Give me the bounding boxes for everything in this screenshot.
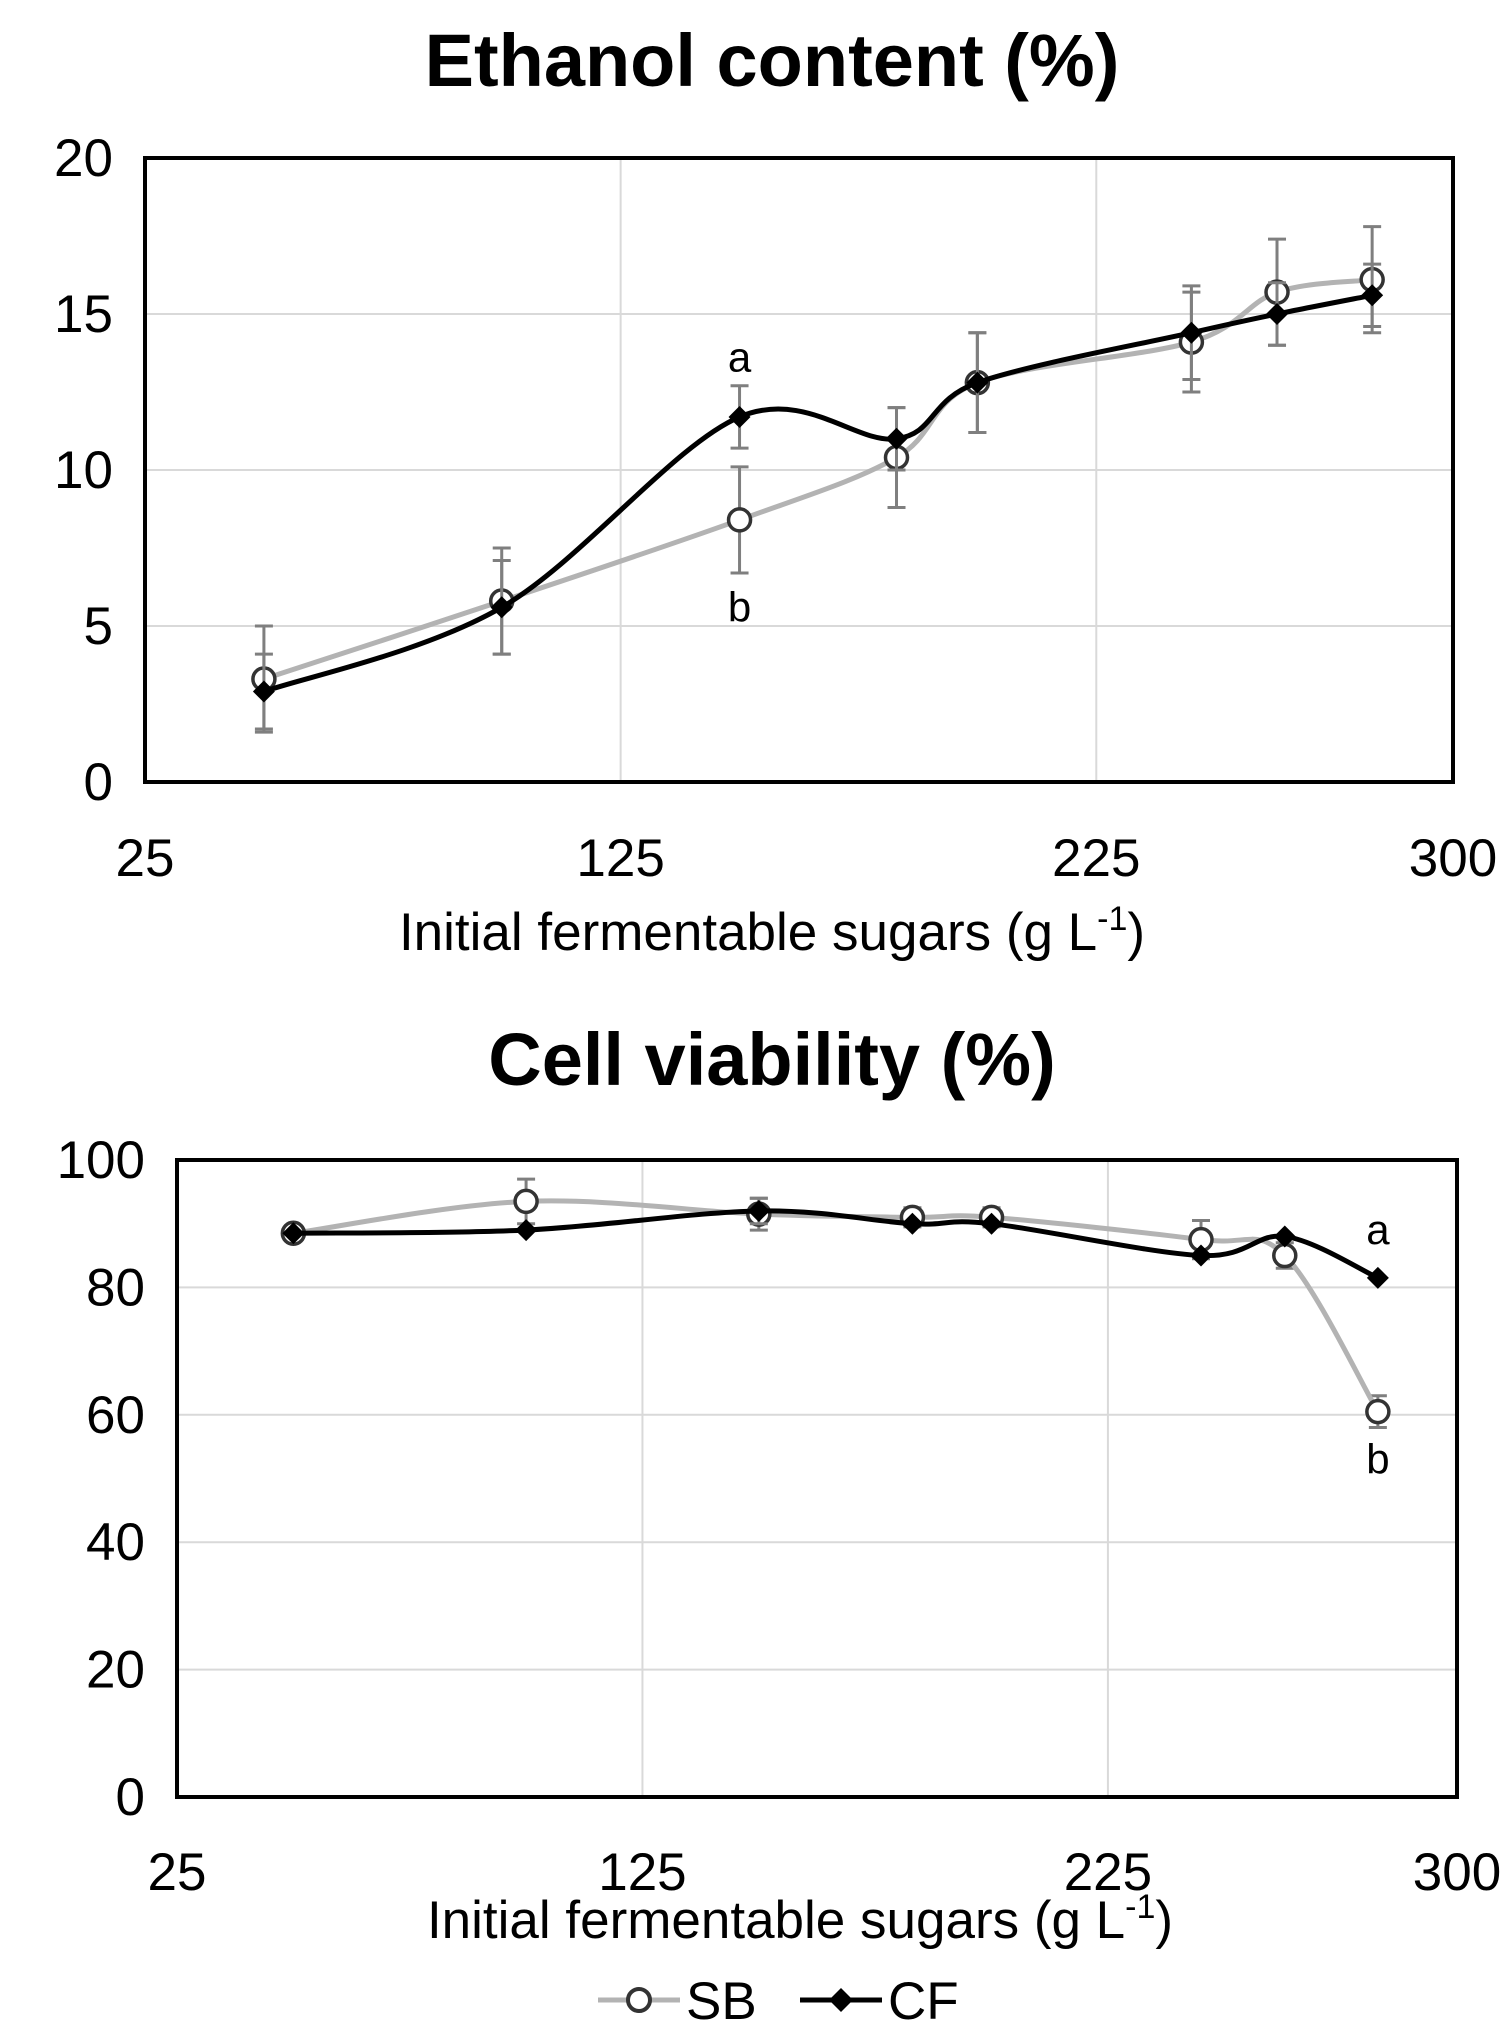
- y-tick-label: 80: [86, 1258, 145, 1317]
- x-axis-label-sup: -1: [1125, 1888, 1155, 1926]
- series-line-cf: [293, 1208, 1379, 1281]
- y-tick-label: 60: [86, 1386, 145, 1445]
- y-tick-label: 0: [116, 1768, 145, 1827]
- x-axis-label-text: Initial fermentable sugars (g L: [399, 903, 1097, 962]
- y-tick-label: 40: [86, 1513, 145, 1572]
- significance-label: b: [728, 583, 751, 630]
- series-cf: [252, 262, 1384, 731]
- data-point-cf: [1366, 1266, 1389, 1289]
- legend-cf-label: CF: [888, 1972, 959, 2031]
- series-cf: [282, 1196, 1389, 1289]
- data-point-cf: [1180, 321, 1203, 344]
- viability-chart: Cell viability (%) 0 20 40 60 80 100 25 125 225…: [57, 1018, 1502, 1950]
- plot-frame: [143, 156, 1455, 784]
- x-tick-label: 300: [1413, 1843, 1501, 1902]
- data-point-cf: [282, 1222, 305, 1245]
- x-tick-labels: 25 125 225 300: [116, 829, 1498, 888]
- data-point-cf: [252, 680, 275, 703]
- series-layer: [280, 1177, 1391, 1430]
- x-axis-label-close: ): [1155, 1891, 1173, 1950]
- data-point-cf: [901, 1212, 924, 1235]
- significance-label: a: [728, 334, 752, 381]
- grid-lines: [176, 1159, 1458, 1798]
- x-tick-label: 300: [1409, 829, 1497, 888]
- y-tick-label: 10: [54, 441, 113, 500]
- y-tick-labels: 0 20 40 60 80 100: [57, 1131, 145, 1827]
- y-tick-labels: 0 5 10 15 20: [54, 129, 113, 812]
- data-point-cf: [1361, 284, 1384, 307]
- x-tick-label: 225: [1052, 829, 1140, 888]
- significance-label: a: [1366, 1206, 1390, 1253]
- data-point-sb: [726, 507, 753, 533]
- legend-sb-label: SB: [686, 1972, 757, 2031]
- data-point-cf: [885, 427, 908, 450]
- ethanol-chart: Ethanol content (%) 0 5 10 15 20 25 125 225 300…: [54, 19, 1497, 962]
- y-tick-label: 5: [84, 597, 113, 656]
- x-tick-label: 125: [598, 1843, 686, 1902]
- data-point-sb: [513, 1188, 539, 1215]
- x-tick-labels: 25 125 225 300: [148, 1843, 1502, 1902]
- annotations: ab: [1366, 1206, 1390, 1482]
- series-layer: [251, 225, 1385, 734]
- x-tick-label: 25: [148, 1843, 207, 1902]
- x-axis-label: Initial fermentable sugars (g L-1): [399, 900, 1145, 962]
- data-point-sb: [1365, 1398, 1391, 1425]
- x-axis-label-close: ): [1127, 903, 1145, 962]
- legend-cf-marker: [829, 1988, 853, 2012]
- x-axis-label: Initial fermentable sugars (g L-1): [427, 1888, 1173, 1950]
- chart-title: Cell viability (%): [488, 1018, 1055, 1101]
- data-point-cf: [747, 1199, 770, 1222]
- x-axis-label-text: Initial fermentable sugars (g L: [427, 1891, 1125, 1950]
- data-point-cf: [966, 371, 989, 394]
- y-tick-label: 0: [84, 753, 113, 812]
- grid-lines: [144, 157, 1454, 783]
- x-tick-label: 25: [116, 829, 175, 888]
- annotations: ab: [728, 334, 752, 631]
- y-tick-label: 20: [54, 129, 113, 188]
- data-point-cf: [728, 405, 751, 428]
- y-tick-label: 100: [57, 1131, 145, 1190]
- data-point-cf: [515, 1219, 538, 1242]
- x-tick-label: 125: [576, 829, 664, 888]
- data-point-cf: [1266, 303, 1289, 325]
- legend-sb-marker: [626, 1987, 652, 2013]
- y-tick-label: 20: [86, 1641, 145, 1700]
- y-tick-label: 15: [54, 285, 113, 344]
- data-point-cf: [1190, 1244, 1212, 1267]
- chart-title: Ethanol content (%): [425, 19, 1120, 102]
- plot-frame: [175, 1158, 1459, 1799]
- x-tick-label: 225: [1064, 1843, 1152, 1902]
- data-point-sb: [1272, 1242, 1298, 1269]
- series-sb: [251, 225, 1385, 734]
- legend: SB CF: [598, 1972, 959, 2031]
- data-point-cf: [980, 1212, 1003, 1235]
- series-line-sb: [263, 277, 1373, 682]
- data-point-cf: [1273, 1225, 1296, 1248]
- data-point-cf: [490, 596, 513, 619]
- significance-label: b: [1366, 1435, 1389, 1482]
- x-axis-label-sup: -1: [1097, 900, 1127, 938]
